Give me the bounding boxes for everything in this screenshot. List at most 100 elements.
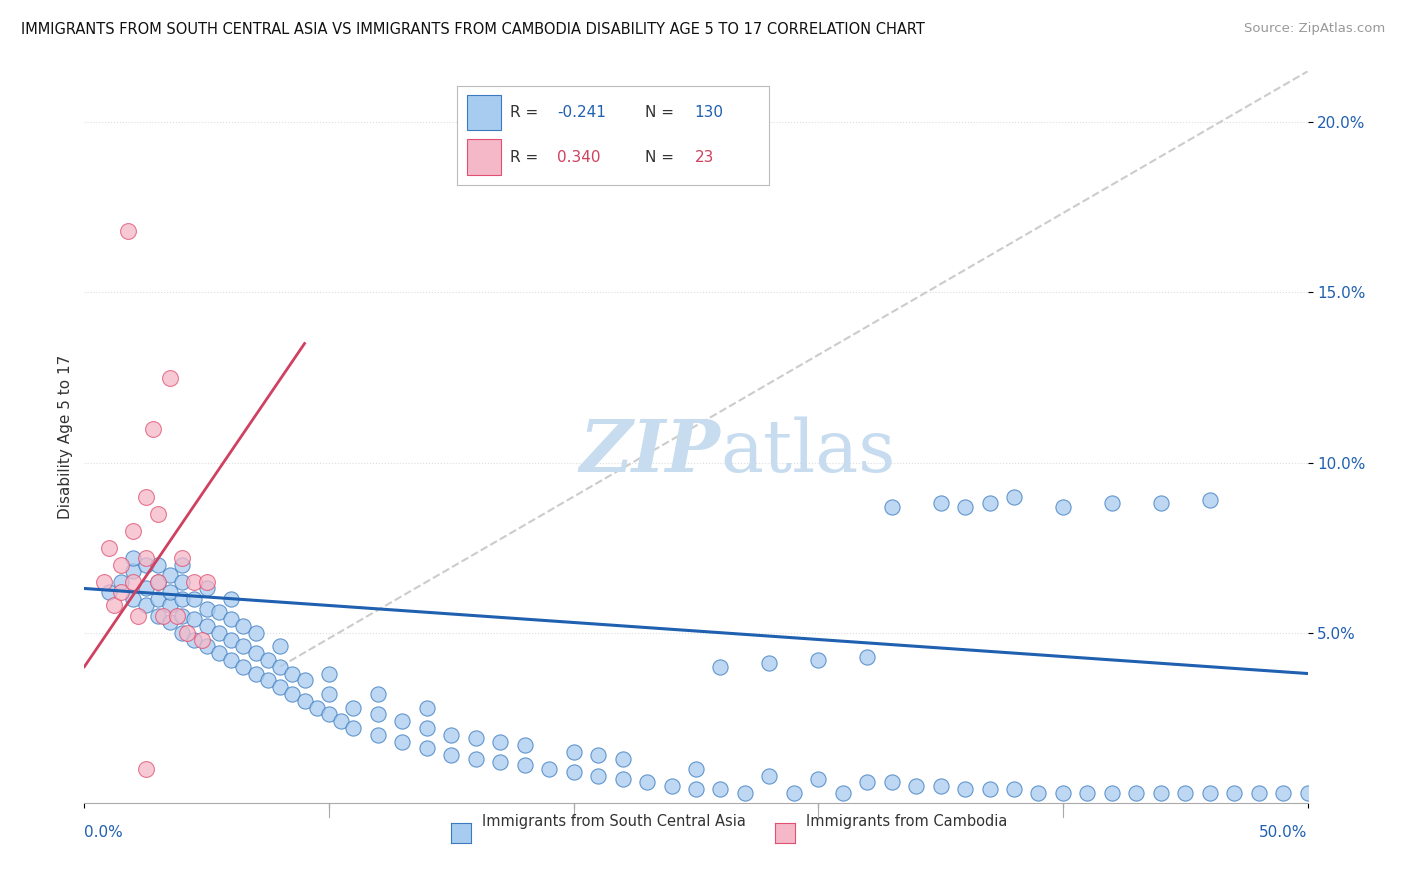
Point [245, 625, 267, 640]
Point [208, 646, 231, 660]
Point [734, 786, 756, 800]
Point [146, 507, 169, 521]
Point [489, 734, 512, 748]
Point [1002, 490, 1025, 504]
Point [783, 786, 806, 800]
Point [172, 625, 194, 640]
Point [416, 700, 439, 714]
Point [1125, 786, 1147, 800]
Point [142, 421, 165, 435]
Text: Immigrants from South Central Asia: Immigrants from South Central Asia [482, 814, 745, 829]
Point [245, 646, 267, 660]
Point [1247, 786, 1270, 800]
Point [831, 786, 853, 800]
Point [440, 748, 463, 763]
Point [612, 772, 634, 786]
Point [1272, 786, 1295, 800]
Point [159, 599, 181, 613]
Point [929, 779, 952, 793]
Point [562, 745, 585, 759]
Point [1002, 782, 1025, 797]
Point [269, 680, 291, 694]
Point [294, 694, 316, 708]
Point [135, 599, 157, 613]
Point [183, 574, 205, 589]
Point [208, 605, 231, 619]
Text: 0.0%: 0.0% [84, 825, 124, 839]
Point [305, 700, 328, 714]
Point [905, 779, 928, 793]
Point [135, 762, 157, 776]
Point [318, 687, 340, 701]
Point [1198, 493, 1220, 508]
Point [1223, 786, 1246, 800]
Text: Immigrants from Cambodia: Immigrants from Cambodia [806, 814, 1008, 829]
Point [929, 496, 952, 510]
Point [135, 558, 157, 572]
Point [146, 574, 169, 589]
Point [269, 659, 291, 673]
Point [159, 615, 181, 630]
Point [172, 558, 194, 572]
Point [562, 765, 585, 780]
Point [685, 762, 707, 776]
Point [489, 755, 512, 769]
Point [172, 591, 194, 606]
Point [281, 687, 304, 701]
Point [122, 524, 145, 538]
Point [758, 657, 780, 671]
Point [232, 619, 254, 633]
Point [513, 758, 536, 772]
Point [391, 734, 413, 748]
Point [636, 775, 658, 789]
Point [709, 659, 731, 673]
Text: Source: ZipAtlas.com: Source: ZipAtlas.com [1244, 22, 1385, 36]
Point [172, 608, 194, 623]
Point [318, 666, 340, 681]
Point [122, 591, 145, 606]
Point [979, 782, 1001, 797]
Point [219, 653, 242, 667]
Point [807, 653, 830, 667]
Point [1101, 786, 1123, 800]
Point [146, 591, 169, 606]
Point [195, 619, 218, 633]
Point [1346, 625, 1368, 640]
Point [103, 599, 125, 613]
Point [195, 602, 218, 616]
Point [1198, 786, 1220, 800]
Point [191, 632, 214, 647]
Point [1150, 496, 1173, 510]
Point [172, 550, 194, 565]
Point [195, 574, 218, 589]
Point [135, 582, 157, 596]
Point [367, 707, 389, 722]
Point [269, 640, 291, 654]
Point [208, 625, 231, 640]
Point [281, 666, 304, 681]
Point [953, 782, 976, 797]
Text: IMMIGRANTS FROM SOUTH CENTRAL ASIA VS IMMIGRANTS FROM CAMBODIA DISABILITY AGE 5 : IMMIGRANTS FROM SOUTH CENTRAL ASIA VS IM… [21, 22, 925, 37]
Point [709, 782, 731, 797]
Text: 50.0%: 50.0% [1260, 825, 1308, 839]
Point [391, 714, 413, 728]
Point [612, 751, 634, 765]
Point [661, 779, 683, 793]
Point [685, 782, 707, 797]
Point [219, 591, 242, 606]
Point [880, 500, 903, 514]
Point [166, 608, 188, 623]
Text: atlas: atlas [720, 417, 896, 487]
Point [172, 574, 194, 589]
Point [159, 370, 181, 384]
Point [342, 700, 364, 714]
Point [513, 738, 536, 752]
Point [135, 490, 157, 504]
Point [586, 748, 609, 763]
Point [97, 585, 120, 599]
Point [880, 775, 903, 789]
Point [110, 558, 132, 572]
Point [183, 612, 205, 626]
Point [135, 550, 157, 565]
Point [1174, 786, 1197, 800]
